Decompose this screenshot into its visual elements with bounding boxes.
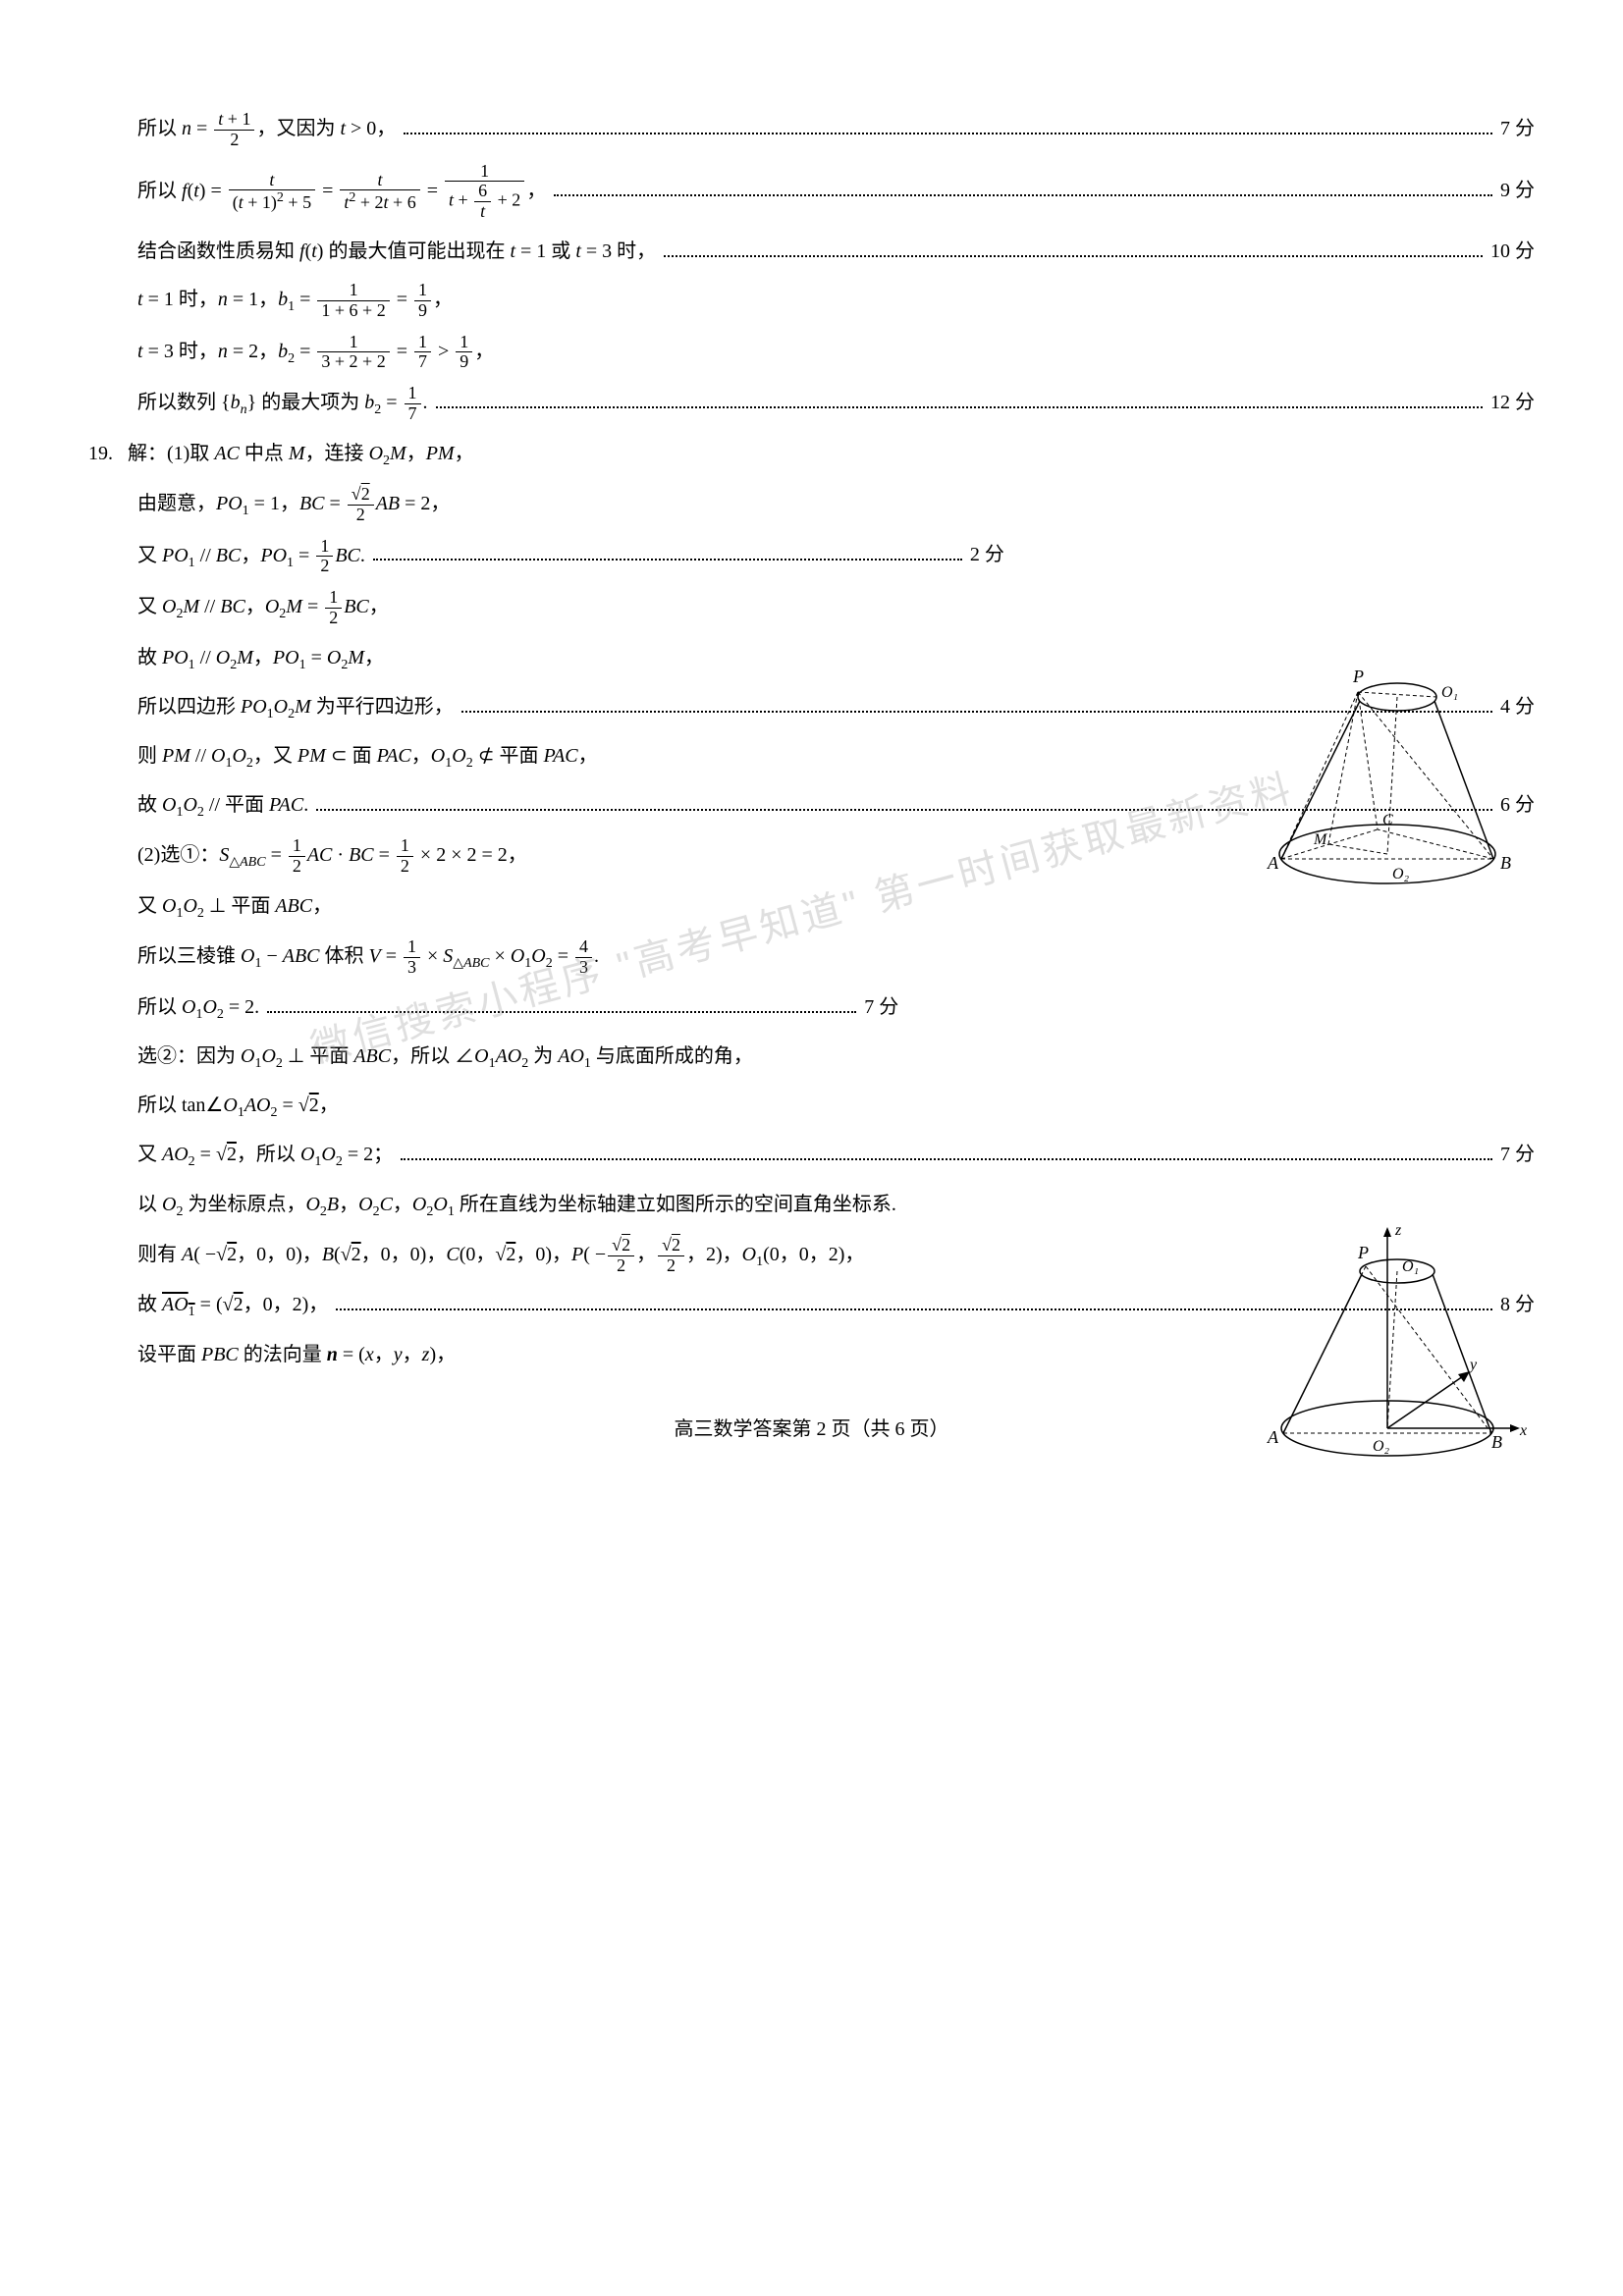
dotted-leader (436, 406, 1484, 408)
line-text: 设平面 PBC 的法向量 n = (x，y，z)， (137, 1337, 456, 1372)
svg-text:A: A (1267, 1427, 1279, 1447)
line-text: 所以数列 {bn} 的最大项为 b2 = 17. (137, 384, 428, 424)
solution-line: 19.解：(1)取 AC 中点 M，连接 O2M，PM， (88, 436, 1535, 473)
svg-text:B: B (1491, 1432, 1502, 1452)
solution-line: 又 O1O2 ⊥ 平面 ABC， (88, 888, 1535, 926)
svg-text:A: A (1267, 853, 1279, 873)
line-text: 所以 tan∠O1AO2 = √2， (137, 1088, 339, 1125)
solution-line: 由题意，PO1 = 1，BC = √22AB = 2， (88, 485, 1535, 525)
solution-line: 所以 f(t) = t(t + 1)2 + 5 = tt2 + 2t + 6 =… (88, 162, 1535, 222)
solution-line: 又 AO2 = √2，所以 O1O2 = 2； 7 分 (88, 1137, 1535, 1174)
line-text: 则 PM // O1O2，又 PM ⊂ 面 PAC，O1O2 ⊄ 平面 PAC， (137, 738, 598, 775)
dotted-leader (401, 1158, 1492, 1160)
svg-text:y: y (1468, 1357, 1478, 1373)
line-text: 故 O1O2 // 平面 PAC. (137, 787, 308, 825)
line-text: 所以 O1O2 = 2. (137, 989, 259, 1027)
line-text: 又 O1O2 ⊥ 平面 ABC， (137, 888, 332, 926)
line-text: t = 3 时，n = 2，b2 = 13 + 2 + 2 = 17 > 19， (137, 333, 494, 373)
line-text: (2)选①：S△ABC = 12AC · BC = 12 × 2 × 2 = 2… (137, 836, 527, 877)
solution-line: 所以 O1O2 = 2. 7 分 (88, 989, 1535, 1027)
solution-line: 又 O2M // BC，O2M = 12BC， (88, 588, 1535, 628)
line-text: 故 PO1 // O2M，PO1 = O2M， (137, 640, 384, 677)
line-text: 以 O2 为坐标原点，O2B，O2C，O2O1 所在直线为坐标轴建立如图所示的空… (137, 1187, 896, 1224)
line-text: 所以 n = t + 12，又因为 t > 0， (137, 110, 396, 150)
dotted-leader (373, 559, 962, 561)
score-label: 7 分 (1500, 111, 1535, 146)
dotted-leader (664, 255, 1483, 257)
line-text: 又 AO2 = √2，所以 O1O2 = 2； (137, 1137, 393, 1174)
svg-text:x: x (1519, 1422, 1527, 1439)
score-label: 7 分 (864, 989, 898, 1025)
score-label: 2 分 (970, 537, 1004, 572)
line-text: 又 PO1 // BC，PO1 = 12BC. (137, 537, 365, 577)
solution-line: 所以 tan∠O1AO2 = √2， (88, 1088, 1535, 1125)
svg-text:O₁: O₁ (1402, 1258, 1419, 1275)
line-text: 所以三棱锥 O1 − ABC 体积 V = 13 × S△ABC × O1O2 … (137, 937, 599, 978)
line-text: 所以 f(t) = t(t + 1)2 + 5 = tt2 + 2t + 6 =… (137, 162, 546, 222)
svg-text:C: C (1382, 812, 1393, 828)
solution-line: 所以 n = t + 12，又因为 t > 0， 7 分 (88, 110, 1535, 150)
line-text: 所以四边形 PO1O2M 为平行四边形， (137, 689, 454, 726)
line-text: 故 AO1 = (√2，0，2)， (137, 1287, 328, 1324)
score-label: 12 分 (1490, 385, 1535, 420)
solution-line: t = 1 时，n = 1，b1 = 11 + 6 + 2 = 19， (88, 281, 1535, 321)
figure-2-cone-axes: P O₁ A B O₂ x y z (1260, 1217, 1535, 1472)
line-text: 结合函数性质易知 f(t) 的最大值可能出现在 t = 1 或 t = 3 时， (137, 234, 656, 269)
score-label: 7 分 (1500, 1137, 1535, 1172)
solution-line: 所以数列 {bn} 的最大项为 b2 = 17. 12 分 (88, 384, 1535, 424)
line-text: 19.解：(1)取 AC 中点 M，连接 O2M，PM， (88, 436, 474, 473)
solution-line: 结合函数性质易知 f(t) 的最大值可能出现在 t = 1 或 t = 3 时，… (88, 234, 1535, 269)
svg-text:O₂: O₂ (1373, 1438, 1390, 1455)
score-label: 9 分 (1500, 173, 1535, 208)
dotted-leader (267, 1011, 856, 1013)
line-text: t = 1 时，n = 1，b1 = 11 + 6 + 2 = 19， (137, 281, 453, 321)
figure-1-cone: P O₁ A B C M O₂ (1260, 648, 1535, 893)
line-text: 则有 A( −√2，0，0)，B(√2，0，0)，C(0，√2，0)，P( −√… (137, 1236, 864, 1276)
line-text: 又 O2M // BC，O2M = 12BC， (137, 588, 389, 628)
line-text: 由题意，PO1 = 1，BC = √22AB = 2， (137, 485, 450, 525)
svg-text:M: M (1313, 831, 1328, 848)
score-label: 10 分 (1490, 234, 1535, 269)
dotted-leader (554, 194, 1492, 196)
svg-text:O₁: O₁ (1441, 684, 1458, 701)
svg-text:z: z (1394, 1222, 1402, 1239)
solution-line: t = 3 时，n = 2，b2 = 13 + 2 + 2 = 17 > 19， (88, 333, 1535, 373)
svg-text:O₂: O₂ (1392, 866, 1410, 882)
dotted-leader (404, 133, 1492, 134)
solution-line: 所以三棱锥 O1 − ABC 体积 V = 13 × S△ABC × O1O2 … (88, 937, 1535, 978)
solution-line: 又 PO1 // BC，PO1 = 12BC. 2 分 (88, 537, 1535, 577)
line-text: 选②：因为 O1O2 ⊥ 平面 ABC，所以 ∠O1AO2 为 AO1 与底面所… (137, 1039, 753, 1076)
svg-text:B: B (1500, 853, 1511, 873)
svg-text:P: P (1357, 1243, 1369, 1262)
solution-line: 选②：因为 O1O2 ⊥ 平面 ABC，所以 ∠O1AO2 为 AO1 与底面所… (88, 1039, 1535, 1076)
svg-text:P: P (1352, 667, 1364, 686)
